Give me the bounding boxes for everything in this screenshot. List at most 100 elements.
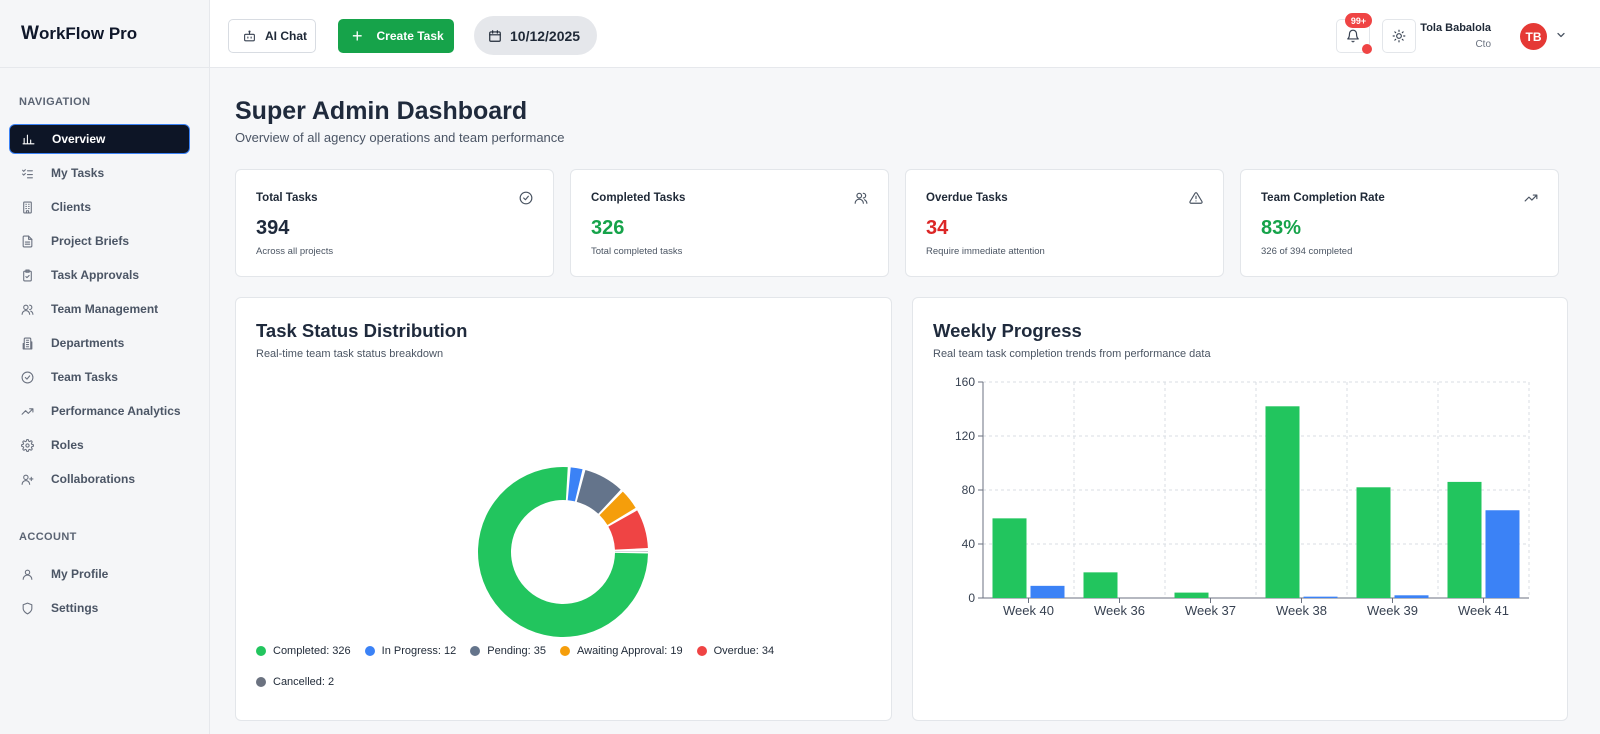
create-task-label: Create Task — [376, 29, 444, 43]
file-text-icon — [20, 234, 34, 248]
y-tick-label: 160 — [955, 375, 975, 389]
sidebar-item-overview[interactable]: Overview — [9, 124, 190, 154]
bar-week-40-series-1[interactable] — [992, 518, 1027, 598]
legend-item-awaiting-approval[interactable]: Awaiting Approval: 19 — [559, 643, 683, 659]
user-role: Cto — [1475, 39, 1491, 50]
sidebar-item-my-tasks[interactable]: My Tasks — [9, 158, 190, 188]
legend-item-overdue[interactable]: Overdue: 34 — [696, 643, 774, 659]
stat-title: Team Completion Rate — [1261, 192, 1385, 204]
legend-item-in-progress[interactable]: In Progress: 12 — [364, 643, 456, 659]
weekly-progress-subtitle: Real team task completion trends from pe… — [933, 348, 1211, 360]
plus-icon: + — [352, 26, 363, 46]
sidebar-item-project-briefs[interactable]: Project Briefs — [9, 226, 190, 256]
bar-week-39-series-1[interactable] — [1356, 487, 1391, 598]
legend-item-cancelled[interactable]: Cancelled: 2 — [256, 674, 334, 690]
bar-week-36-series-1[interactable] — [1083, 572, 1118, 598]
donut-slice-completed[interactable] — [478, 467, 648, 637]
sidebar-item-performance-analytics[interactable]: Performance Analytics — [9, 396, 190, 426]
y-tick-label: 0 — [968, 591, 975, 605]
y-tick-label: 40 — [962, 537, 976, 551]
sidebar-item-team-management[interactable]: Team Management — [9, 294, 190, 324]
page-subtitle: Overview of all agency operations and te… — [235, 130, 565, 145]
trending-up-icon — [1524, 191, 1538, 205]
task-status-subtitle: Real-time team task status breakdown — [256, 348, 444, 360]
sidebar-item-team-tasks[interactable]: Team Tasks — [9, 362, 190, 392]
building-2-icon — [20, 336, 34, 350]
legend-swatch — [559, 646, 570, 656]
sidebar-item-clients[interactable]: Clients — [9, 192, 190, 222]
donut-slice-pending[interactable] — [576, 470, 621, 514]
user-icon — [20, 567, 34, 581]
bar-week-41-series-2[interactable] — [1485, 510, 1520, 598]
stat-note: Total completed tasks — [591, 246, 683, 257]
trending-up-icon — [20, 404, 34, 418]
legend-swatch — [696, 646, 707, 656]
donut-slice-awaiting-approval[interactable] — [599, 491, 636, 525]
sidebar-item-label: Departments — [51, 336, 125, 350]
notification-dot — [1362, 44, 1372, 54]
sidebar-item-settings[interactable]: Settings — [9, 593, 190, 623]
legend-label: Cancelled: 2 — [273, 676, 335, 688]
legend-swatch — [256, 677, 266, 687]
legend-label: Completed: 326 — [273, 645, 351, 657]
navigation-list: Overview My Tasks Clients Project Briefs Tas… — [0, 124, 210, 494]
bar-week-38-series-1[interactable] — [1265, 406, 1300, 598]
x-tick-label: Week 40 — [1003, 603, 1054, 618]
stat-card-team-completion-rate: Team Completion Rate 83% 326 of 394 comple… — [1240, 169, 1559, 277]
x-tick-label: Week 41 — [1458, 603, 1509, 618]
sidebar-item-departments[interactable]: Departments — [9, 328, 190, 358]
x-tick-label: Week 39 — [1367, 603, 1418, 618]
stat-value: 34 — [926, 217, 949, 239]
bar-week-37-series-1[interactable] — [1174, 592, 1209, 598]
sidebar-item-collaborations[interactable]: Collaborations — [9, 464, 190, 494]
sidebar-item-label: Clients — [51, 200, 92, 214]
stat-card-completed-tasks: Completed Tasks 326 Total completed tasks — [570, 169, 889, 277]
legend-swatch — [470, 646, 481, 656]
top-bar: AI Chat + Create Task 10/12/2025 99+ Tol… — [210, 0, 1600, 68]
bar-week-38-series-2[interactable] — [1303, 596, 1338, 598]
bar-week-41-series-1[interactable] — [1447, 481, 1482, 598]
create-task-button[interactable]: + Create Task — [338, 19, 454, 53]
users-icon — [20, 302, 34, 316]
date-picker[interactable]: 10/12/2025 — [474, 16, 597, 55]
stat-value: 326 — [591, 217, 625, 239]
logo-mark: W — [21, 22, 39, 44]
chevron-down-icon[interactable] — [1555, 29, 1567, 41]
bar-week-40-series-2[interactable] — [1030, 585, 1065, 598]
ai-chat-button[interactable]: AI Chat — [228, 19, 316, 53]
stat-title: Completed Tasks — [591, 192, 686, 204]
sidebar-item-label: Roles — [51, 438, 84, 452]
sidebar-item-task-approvals[interactable]: Task Approvals — [9, 260, 190, 290]
sidebar-item-roles[interactable]: Roles — [9, 430, 190, 460]
logo-text: orkFlow Pro — [38, 23, 138, 43]
y-tick-label: 80 — [962, 483, 976, 497]
account-list: My Profile Settings — [0, 559, 210, 623]
clipboard-check-icon — [20, 268, 34, 282]
donut-slice-in-progress[interactable] — [567, 467, 583, 502]
sidebar-item-label: Team Tasks — [51, 370, 118, 384]
stat-value: 83% — [1261, 217, 1302, 239]
legend-item-pending[interactable]: Pending: 35 — [470, 643, 546, 659]
legend-item-completed[interactable]: Completed: 326 — [256, 643, 351, 659]
bar-chart-icon — [21, 132, 35, 146]
task-status-title: Task Status Distribution — [256, 320, 468, 341]
theme-toggle-button[interactable] — [1382, 19, 1416, 53]
donut-slice-cancelled[interactable] — [614, 550, 648, 552]
alert-triangle-icon — [1189, 191, 1203, 205]
sidebar-item-label: My Profile — [51, 567, 109, 581]
donut-slice-overdue[interactable] — [608, 510, 648, 550]
sidebar-item-label: Settings — [51, 601, 99, 615]
x-tick-label: Week 36 — [1094, 603, 1145, 618]
sidebar-item-my-profile[interactable]: My Profile — [9, 559, 190, 589]
bar-week-39-series-2[interactable] — [1394, 595, 1429, 598]
building-icon — [20, 200, 34, 214]
sidebar-item-label: Overview — [52, 132, 106, 146]
avatar[interactable]: TB — [1520, 23, 1547, 50]
donut-legend: Completed: 326 In Progress: 12 Pending: 35… — [256, 643, 856, 705]
sidebar-item-label: Task Approvals — [51, 268, 140, 282]
legend-label: Awaiting Approval: 19 — [576, 645, 683, 657]
weekly-progress-panel: Weekly Progress Real team task completio… — [912, 297, 1568, 721]
sidebar-item-label: Team Management — [51, 302, 159, 316]
user-name[interactable]: Tola Babalola — [1420, 22, 1491, 34]
